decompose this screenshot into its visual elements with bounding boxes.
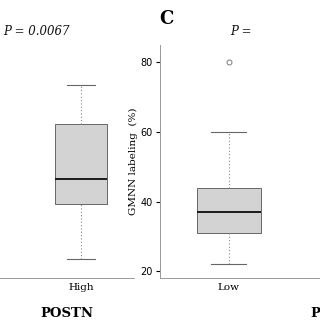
Text: P =: P = (230, 25, 252, 38)
Text: POSTN: POSTN (41, 307, 94, 320)
Text: P: P (310, 307, 320, 320)
Y-axis label: GMNN labeling  (%): GMNN labeling (%) (129, 108, 138, 215)
FancyBboxPatch shape (55, 124, 107, 204)
Text: C: C (159, 10, 173, 28)
Text: P = 0.0067: P = 0.0067 (3, 25, 70, 38)
FancyBboxPatch shape (196, 188, 260, 233)
